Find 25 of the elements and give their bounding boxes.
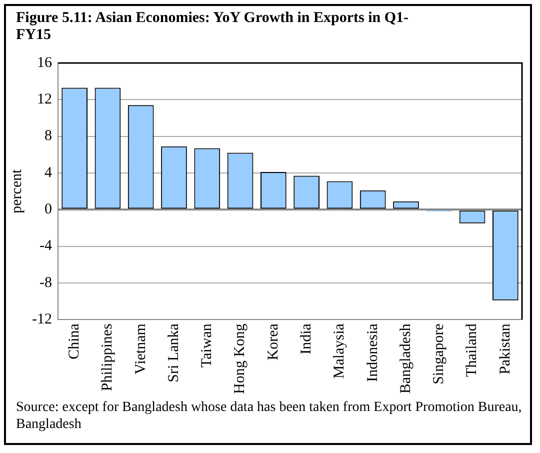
y-tick-label: 4 — [44, 164, 52, 181]
x-tick-label: Thailand — [464, 323, 480, 377]
x-tick-label: Vietnam — [132, 323, 149, 374]
x-tick-label: China — [66, 323, 83, 360]
x-tick-label: Malaysia — [332, 323, 348, 379]
x-tick-label: Sri Lanka — [166, 323, 182, 382]
x-tick-label: Korea — [265, 323, 282, 360]
x-tick-label: Singapore — [431, 323, 448, 384]
y-tick-label: -4 — [39, 238, 52, 254]
y-tick-label: 0 — [44, 202, 52, 218]
x-tick-label: Taiwan — [199, 323, 216, 368]
y-axis-title: percent — [8, 168, 25, 214]
x-tick-label: Indonesia — [364, 323, 381, 382]
y-tick-label: 8 — [44, 128, 52, 144]
x-tick-label: Philippines — [100, 323, 116, 392]
y-tick-label: -8 — [39, 274, 52, 291]
x-tick-label: Pakistan — [497, 323, 514, 374]
x-tick-label: India — [298, 323, 315, 354]
x-tick-label: Hong Kong — [232, 323, 248, 394]
y-tick-label: -12 — [32, 312, 52, 328]
chart-title: Figure 5.11: Asian Economies: YoY Growth in Exports in Q1-FY15 — [16, 10, 410, 44]
y-tick-label: 16 — [36, 54, 52, 71]
x-tick-label: Bangladesh — [398, 323, 414, 394]
source-note: Source: except for Bangladesh whose data has been taken from Export Promotion Bureau, Bangladesh — [16, 399, 523, 433]
y-tick-label: 12 — [36, 92, 52, 108]
